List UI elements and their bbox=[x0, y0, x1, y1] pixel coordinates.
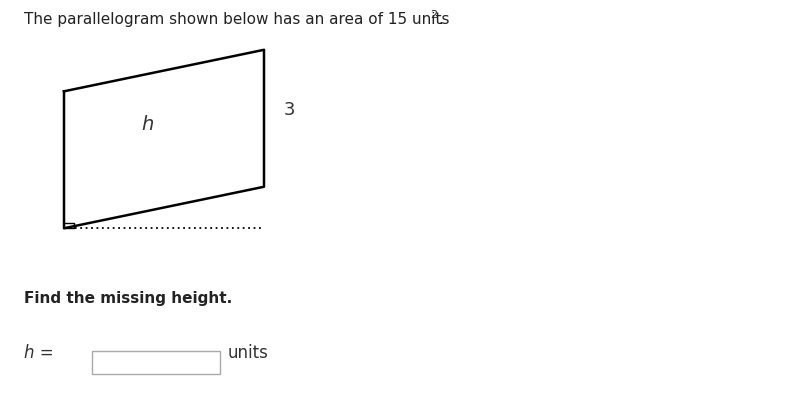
Text: 2: 2 bbox=[430, 10, 438, 20]
Text: The parallelogram shown below has an area of 15 units: The parallelogram shown below has an are… bbox=[24, 12, 450, 27]
Text: .: . bbox=[438, 12, 443, 27]
Text: Find the missing height.: Find the missing height. bbox=[24, 290, 232, 305]
Text: h: h bbox=[142, 115, 154, 134]
Text: h =: h = bbox=[24, 344, 54, 362]
FancyBboxPatch shape bbox=[92, 351, 220, 374]
Text: units: units bbox=[228, 344, 269, 362]
Text: 3: 3 bbox=[284, 101, 295, 119]
